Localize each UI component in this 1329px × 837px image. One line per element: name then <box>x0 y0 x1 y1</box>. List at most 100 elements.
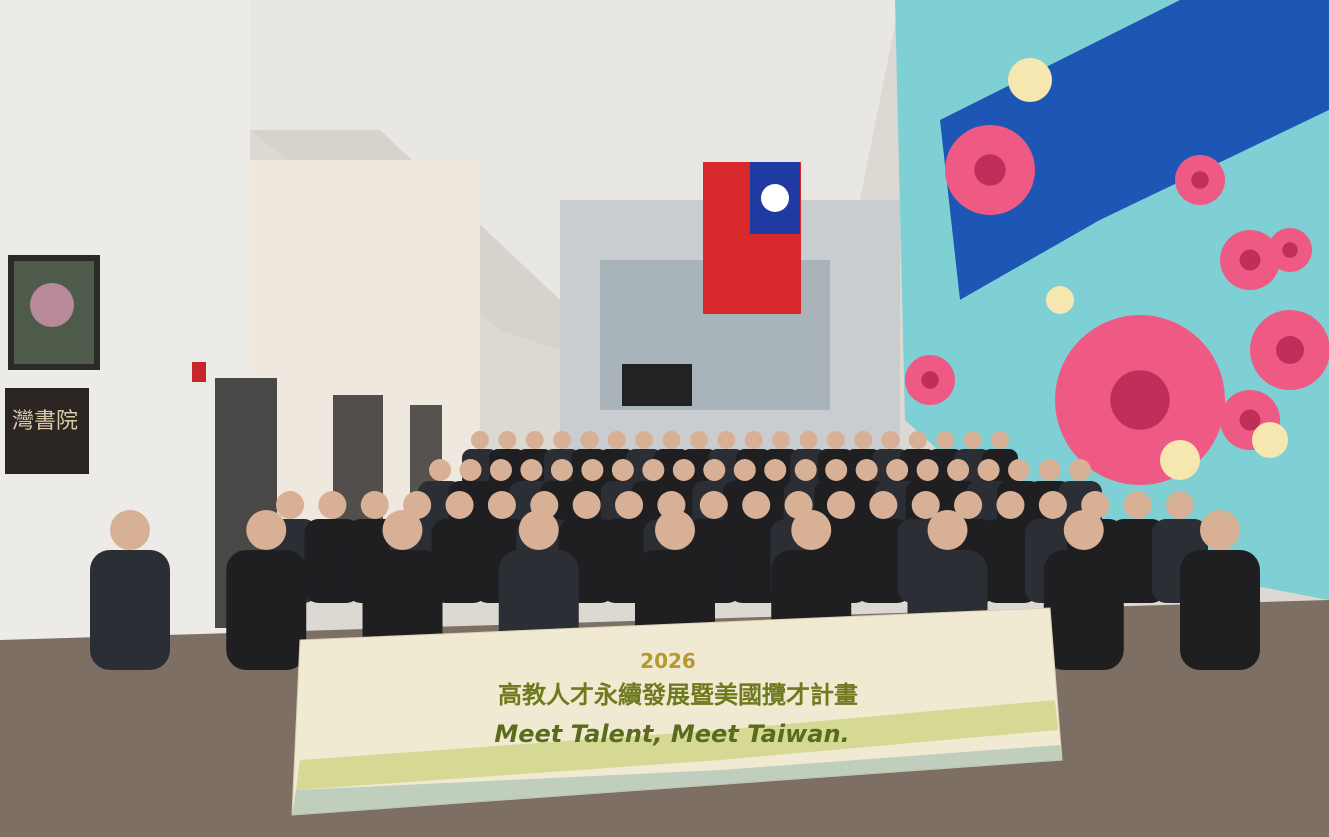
person-head <box>525 431 544 449</box>
banner-title: 高教人才永續發展暨美國攬才計畫 <box>498 681 858 709</box>
person-head <box>520 459 543 481</box>
person-head <box>699 491 728 519</box>
person-head <box>791 510 832 550</box>
person-head <box>489 459 512 481</box>
person-body <box>982 519 1039 603</box>
exit-sign <box>192 362 206 382</box>
person-body <box>1180 550 1260 670</box>
flower-small <box>1008 58 1052 102</box>
person-head <box>581 459 604 481</box>
banner-slogan: Meet Talent, Meet Taiwan. <box>494 720 849 748</box>
person-head <box>703 459 726 481</box>
person-head <box>487 491 516 519</box>
flower-center <box>1191 171 1209 189</box>
person-head <box>429 459 451 481</box>
person-head <box>110 510 150 550</box>
flower-center <box>1239 249 1261 271</box>
person-head <box>635 431 654 449</box>
painting-flower <box>30 283 74 327</box>
person-head <box>963 431 982 449</box>
person-head <box>936 431 955 449</box>
person-head <box>445 491 474 519</box>
person-head <box>996 491 1025 519</box>
person-body <box>304 519 361 603</box>
person-head <box>991 431 1009 449</box>
banner-year: 2026 <box>640 649 696 673</box>
flower-center <box>1276 336 1304 364</box>
person-head <box>246 510 287 550</box>
wall-sign <box>5 388 89 474</box>
person-head <box>1166 491 1194 519</box>
mural-flowers <box>905 58 1329 485</box>
person-head <box>360 491 389 519</box>
person-head <box>550 459 573 481</box>
banner-stripe <box>292 745 1062 815</box>
flower-small <box>1252 422 1288 458</box>
person-head <box>655 510 695 550</box>
person-head <box>772 431 791 449</box>
person-head <box>318 491 347 519</box>
screen <box>622 364 692 406</box>
person-head <box>276 491 304 519</box>
person-body <box>90 550 170 670</box>
person-head <box>855 459 878 481</box>
person-body <box>1043 550 1124 670</box>
person-head <box>911 491 940 519</box>
flower-small <box>1160 440 1200 480</box>
person-head <box>947 459 970 481</box>
person-body <box>728 519 785 603</box>
flower-small <box>1046 286 1074 314</box>
person-head <box>1063 510 1104 550</box>
person-head <box>615 491 644 519</box>
person-head <box>382 510 423 550</box>
person-head <box>717 431 736 449</box>
person-head <box>498 431 517 449</box>
person-head <box>794 459 817 481</box>
person-head <box>572 491 601 519</box>
person-head <box>611 459 634 481</box>
person-head <box>642 459 665 481</box>
person-head <box>607 431 626 449</box>
person-head <box>1038 459 1061 481</box>
banner-stripe <box>296 700 1058 790</box>
person-head <box>881 431 900 449</box>
crowd <box>90 431 1260 670</box>
person-head <box>869 491 898 519</box>
person-head <box>733 459 756 481</box>
person-head <box>908 431 927 449</box>
flower-center <box>921 371 939 389</box>
person-head <box>1069 459 1091 481</box>
flower-center <box>1110 370 1170 430</box>
flower-center <box>1239 409 1261 431</box>
person-head <box>854 431 873 449</box>
person-head <box>927 510 968 550</box>
person-head <box>580 431 599 449</box>
person-head <box>1200 510 1240 550</box>
person-head <box>1008 459 1031 481</box>
person-body <box>431 519 488 603</box>
person-head <box>826 431 845 449</box>
person-head <box>662 431 681 449</box>
flower-center <box>1282 242 1298 258</box>
person-head <box>744 431 763 449</box>
person-body <box>855 519 912 603</box>
person-head <box>764 459 787 481</box>
person-head <box>672 459 695 481</box>
person-head <box>825 459 848 481</box>
person-head <box>916 459 939 481</box>
person-head <box>471 431 489 449</box>
person-head <box>799 431 818 449</box>
person-head <box>459 459 482 481</box>
person-head <box>518 510 559 550</box>
wall-sign-text: 灣書院 <box>12 409 78 434</box>
flag-sun <box>761 184 789 212</box>
flower-center <box>974 154 1006 186</box>
person-head <box>886 459 909 481</box>
person-head <box>553 431 572 449</box>
person-head <box>977 459 1000 481</box>
person-head <box>954 491 983 519</box>
person-head <box>742 491 771 519</box>
